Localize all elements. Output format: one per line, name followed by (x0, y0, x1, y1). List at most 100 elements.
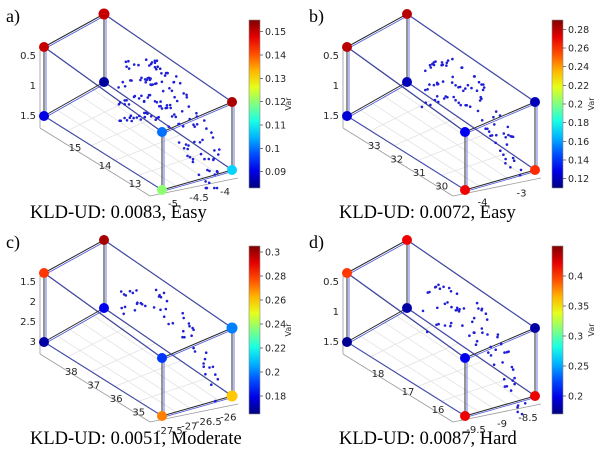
panel-d-plot: d)0.511.5181716-9.5-9-8.50.40.350.30.250… (303, 226, 606, 452)
sample-point (504, 162, 507, 165)
axis-pane (347, 308, 535, 416)
grid-line (394, 343, 458, 371)
sample-point (205, 351, 208, 354)
sample-point (476, 302, 479, 305)
sample-point (125, 61, 128, 64)
box-edge-shadow (164, 103, 234, 133)
sample-point (497, 333, 500, 336)
box-edge-shadow (46, 117, 164, 191)
z-tick-label: 0.5 (323, 51, 339, 62)
sample-point (195, 112, 198, 115)
x-tick-label: 16 (432, 405, 445, 416)
sample-point (468, 334, 471, 337)
axis-pane (104, 14, 232, 170)
sample-point (473, 317, 476, 320)
sample-point (462, 90, 465, 93)
axis-pane (407, 14, 535, 170)
colorbar-tick-label: 0.22 (568, 81, 589, 92)
sample-point (147, 96, 150, 99)
sample-point (486, 318, 489, 321)
colorbar-tick-label: 0.4 (568, 272, 583, 283)
colorbar-tick-label: 0.3 (265, 248, 280, 259)
sample-point (194, 350, 197, 353)
sample-point (130, 120, 133, 123)
box-edge-shadow (349, 15, 409, 48)
sample-point (217, 378, 220, 381)
vertex-marker (530, 165, 540, 175)
sample-point (168, 87, 171, 90)
sample-point (177, 123, 180, 126)
sample-point (488, 130, 491, 133)
colorbar-tick-label: 0.16 (568, 137, 589, 148)
sample-point (218, 148, 221, 151)
sample-point (133, 96, 136, 99)
sample-point (447, 59, 450, 62)
y-tick-label: -8.5 (518, 413, 538, 424)
y-tick-label: -3 (517, 189, 527, 200)
sample-point (511, 366, 514, 369)
sample-point (144, 305, 147, 308)
sample-point (517, 404, 520, 407)
sample-point (451, 81, 454, 84)
sample-point (117, 86, 120, 89)
grid-line (138, 152, 206, 175)
sample-point (124, 306, 127, 309)
panel-c-graphics: c)1.522.5338373635-27.5-27-26.5-260.30.2… (6, 232, 293, 449)
sample-point (428, 83, 431, 86)
sample-point (127, 60, 130, 63)
sample-point (520, 169, 523, 172)
sample-point (192, 158, 195, 161)
sample-point (446, 62, 449, 65)
sample-point (206, 187, 209, 190)
colorbar-label: Var (284, 97, 293, 111)
sample-point (128, 67, 131, 70)
vertex-marker (99, 9, 110, 20)
sample-point (210, 131, 213, 134)
colorbar-tick-label: 0.3 (568, 332, 583, 343)
sample-point (479, 99, 482, 102)
box-edge-shadow (349, 343, 467, 417)
sample-point (166, 104, 169, 107)
sample-point (193, 141, 196, 144)
vertex-marker (39, 111, 49, 121)
sample-point (196, 115, 199, 118)
sample-point (204, 180, 207, 183)
y-tick-label: -26.5 (196, 417, 222, 428)
colorbar-tick-label: 0.18 (265, 392, 286, 403)
colorbar-tick-label: 0.22 (265, 344, 286, 355)
sample-point (122, 313, 125, 316)
sample-point (512, 157, 515, 160)
box-edge (44, 240, 104, 273)
sample-point (475, 343, 478, 346)
sample-point (451, 76, 454, 79)
sample-point (459, 86, 462, 89)
sample-point (188, 325, 191, 328)
sample-point (132, 117, 135, 120)
grid-line (91, 117, 155, 145)
vertex-marker (530, 323, 540, 333)
sample-point (140, 95, 143, 98)
sample-point (129, 79, 132, 82)
sample-point (124, 85, 127, 88)
colorbar-tick-label: 0.2 (265, 368, 280, 379)
sample-point (150, 115, 153, 118)
sample-point (477, 110, 480, 113)
sample-point (135, 289, 138, 292)
sample-point (138, 97, 141, 100)
colorbar-tick-label: 0.2 (568, 392, 583, 403)
vertex-marker (157, 185, 167, 195)
sample-point (506, 143, 509, 146)
z-tick-label: 1 (30, 81, 36, 92)
z-tick-label: 1 (333, 307, 339, 318)
colorbar-tick-label: 0.09 (265, 167, 286, 178)
box-edge-shadow (467, 103, 537, 133)
sample-point (513, 377, 516, 380)
sample-point (437, 284, 440, 287)
sample-point (464, 87, 467, 90)
sample-point (192, 161, 195, 164)
sample-point (123, 117, 126, 120)
box-edge (44, 308, 104, 342)
sample-point (442, 64, 445, 67)
sample-point (161, 81, 164, 84)
z-tick-label: 2 (30, 297, 36, 308)
